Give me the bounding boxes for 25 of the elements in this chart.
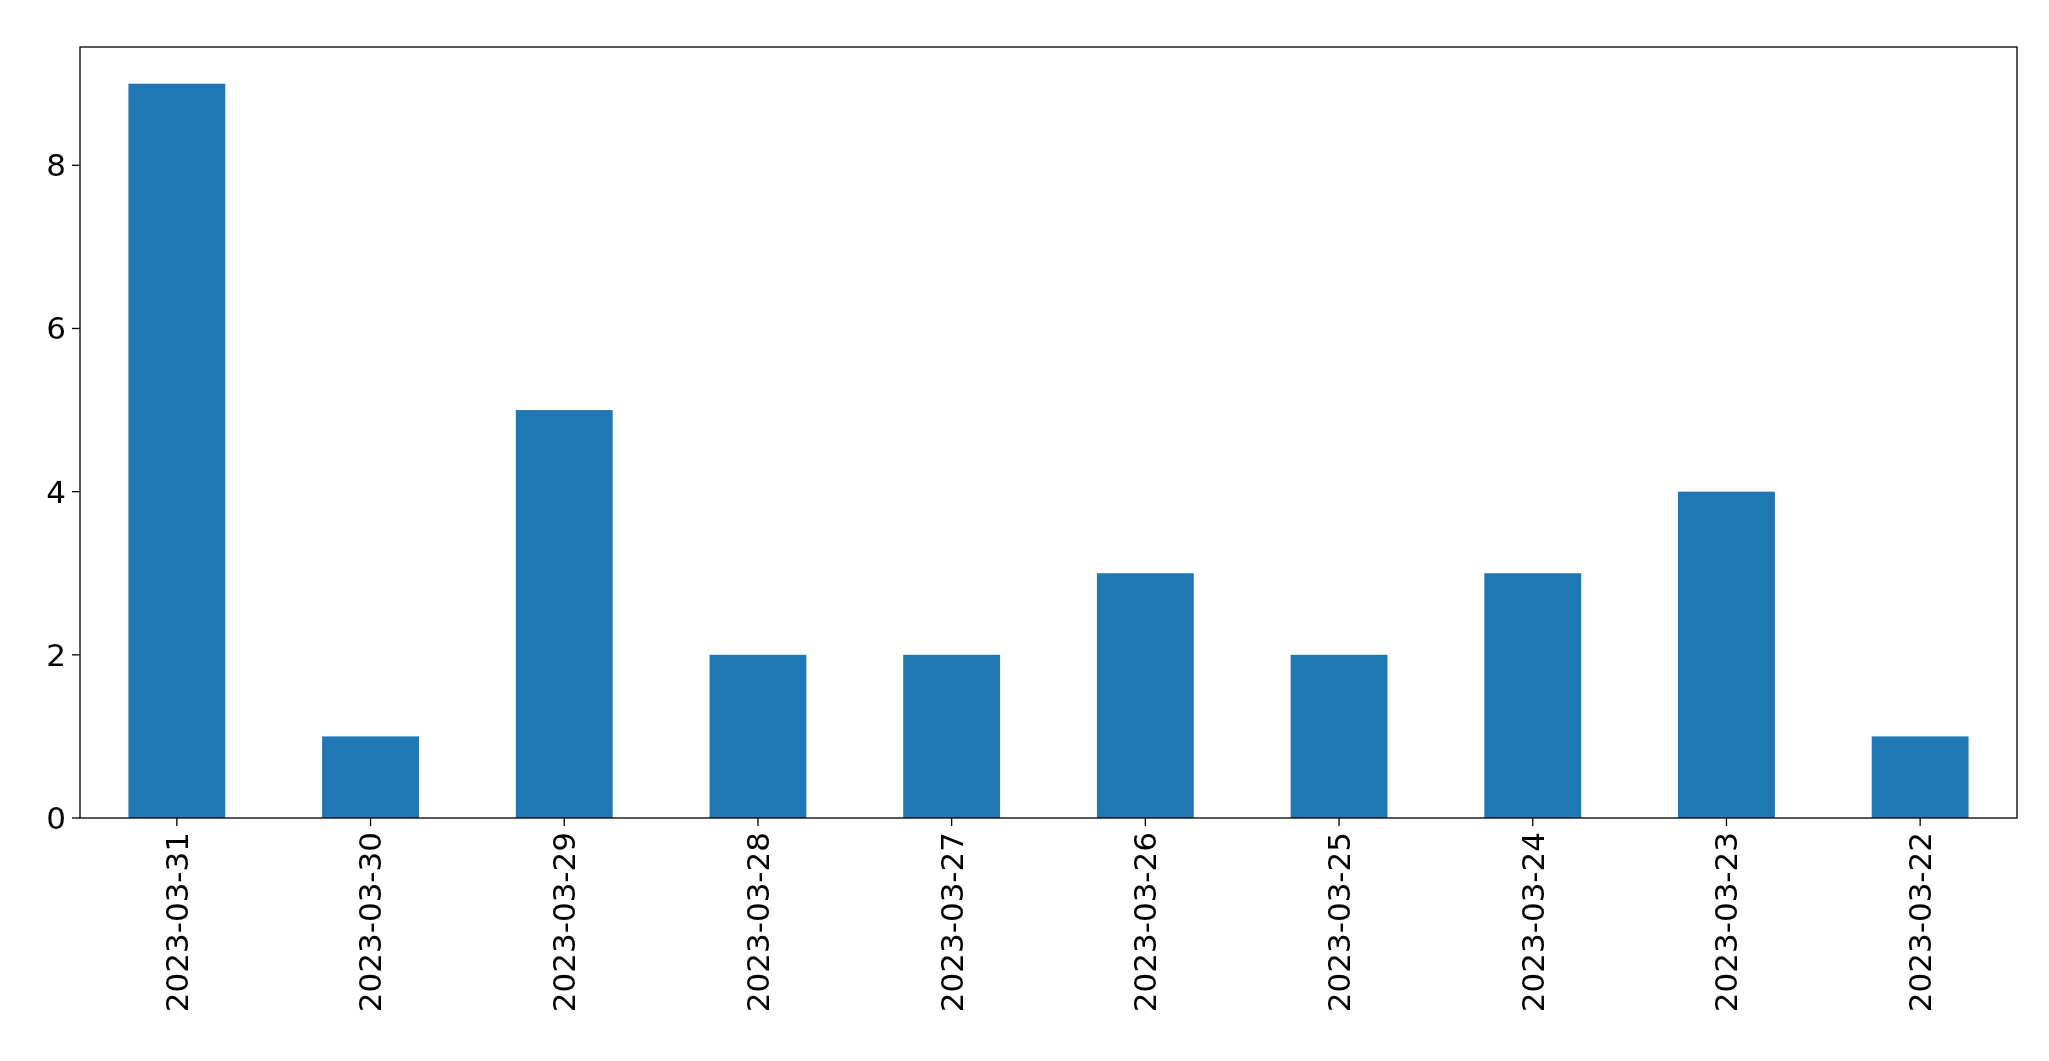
x-tick-label: 2023-03-29 — [546, 832, 583, 1013]
x-tick-label: 2023-03-23 — [1708, 832, 1745, 1013]
bar — [322, 736, 419, 818]
bar — [128, 83, 226, 818]
x-tick-label: 2023-03-26 — [1127, 832, 1164, 1013]
bar — [709, 654, 807, 818]
y-tick-label: 6 — [46, 310, 66, 347]
bar — [1290, 654, 1388, 818]
y-tick-label: 0 — [46, 799, 66, 836]
x-tick-label: 2023-03-27 — [933, 832, 970, 1013]
x-tick-label: 2023-03-24 — [1514, 832, 1551, 1013]
x-tick-label: 2023-03-28 — [739, 832, 776, 1013]
y-tick-label: 8 — [46, 147, 66, 184]
x-tick-label: 2023-03-22 — [1902, 832, 1938, 1013]
x-tick-label: 2023-03-31 — [158, 832, 195, 1013]
bar — [1678, 491, 1775, 818]
bar — [1484, 573, 1582, 818]
bar — [903, 654, 1001, 818]
bar — [515, 410, 613, 818]
x-tick-label: 2023-03-30 — [352, 832, 389, 1013]
bar — [1871, 736, 1969, 818]
bar — [1096, 573, 1194, 818]
x-tick-label: 2023-03-25 — [1320, 832, 1357, 1013]
y-tick-label: 2 — [46, 636, 66, 673]
y-tick-label: 4 — [46, 473, 66, 510]
